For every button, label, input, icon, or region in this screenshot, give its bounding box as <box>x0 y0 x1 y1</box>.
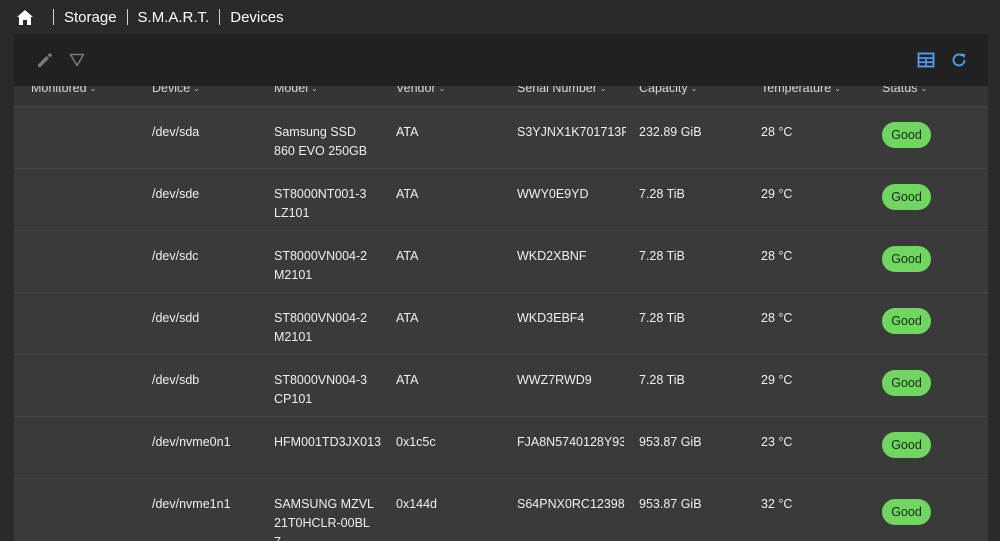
cell-capacity: 7.28 TiB <box>639 187 685 201</box>
cell-capacity: 7.28 TiB <box>639 249 685 263</box>
cell-vendor: ATA <box>396 373 419 387</box>
table-body: /dev/sda Samsung SSD 860 EVO 250GB ATA S… <box>14 107 988 541</box>
breadcrumb-storage[interactable]: Storage <box>64 8 117 26</box>
column-header-serial-number[interactable]: Serial Number ⌄ <box>517 86 607 95</box>
breadcrumb-smart[interactable]: S.M.A.R.T. <box>137 8 210 26</box>
cell-model: Samsung SSD 860 EVO 250GB <box>274 125 368 158</box>
column-header-model[interactable]: Model ⌄ <box>274 86 318 95</box>
cell-serial-number: S3YJNX1K701713R <box>517 125 626 139</box>
cell-capacity: 953.87 GiB <box>639 435 702 449</box>
cell-device: /dev/sde <box>152 187 200 201</box>
cell-device: /dev/nvme0n1 <box>152 435 231 449</box>
sort-icon: ⌄ <box>599 86 607 94</box>
sort-icon: ⌄ <box>89 86 97 94</box>
cell-temperature: 32 °C <box>761 497 793 511</box>
status-badge: Good <box>882 308 931 334</box>
column-header-capacity[interactable]: Capacity ⌄ <box>639 86 698 95</box>
cell-serial-number: WWY0E9YD <box>517 187 589 201</box>
status-badge: Good <box>882 370 931 396</box>
cell-vendor: ATA <box>396 311 419 325</box>
cell-serial-number: WKD2XBNF <box>517 249 587 263</box>
cell-serial-number: FJA8N5740128Y93 <box>517 435 624 449</box>
table-row[interactable]: /dev/sdd ST8000VN004-2M2101 ATA WKD3EBF4… <box>14 293 988 355</box>
cell-temperature: 29 °C <box>761 187 793 201</box>
status-badge: Good <box>882 499 931 525</box>
sort-icon: ⌄ <box>920 86 928 94</box>
cell-capacity: 7.28 TiB <box>639 373 685 387</box>
filter-icon[interactable] <box>66 49 88 71</box>
column-header-temperature[interactable]: Temperature ⌄ <box>761 86 841 95</box>
breadcrumb-separator <box>219 9 221 25</box>
cell-model: ST8000VN004-2M2101 <box>274 249 368 282</box>
breadcrumb: Storage S.M.A.R.T. Devices <box>0 0 1000 34</box>
cell-model: ST8000NT001-3LZ101 <box>274 187 367 220</box>
sort-icon: ⌄ <box>311 86 318 94</box>
toolbar-right-actions <box>904 49 970 71</box>
cell-capacity: 953.87 GiB <box>639 497 702 511</box>
table-header: Monitored ⌄ Device ⌄ Model ⌄ Vendor ⌄ Serial… <box>14 86 988 107</box>
cell-vendor: 0x1c5c <box>396 435 436 449</box>
cell-model: ST8000VN004-2M2101 <box>274 311 368 344</box>
cell-device: /dev/nvme1n1 <box>152 497 231 511</box>
table-row[interactable]: /dev/nvme0n1 HFM001TD3JX013N 0x1c5c FJA8… <box>14 417 988 479</box>
breadcrumb-devices: Devices <box>230 8 284 26</box>
cell-temperature: 28 °C <box>761 249 793 263</box>
cell-capacity: 7.28 TiB <box>639 311 685 325</box>
cell-vendor: ATA <box>396 187 419 201</box>
cell-vendor: ATA <box>396 125 419 139</box>
pencil-icon[interactable] <box>34 49 56 71</box>
column-header-device[interactable]: Device ⌄ <box>152 86 200 95</box>
table-row[interactable]: /dev/sdc ST8000VN004-2M2101 ATA WKD2XBNF… <box>14 231 988 293</box>
column-header-monitored[interactable]: Monitored ⌄ <box>31 86 97 95</box>
cell-serial-number: S64PNX0RC12398 <box>517 497 625 511</box>
table-row[interactable]: /dev/sde ST8000NT001-3LZ101 ATA WWY0E9YD… <box>14 169 988 231</box>
breadcrumb-separator <box>126 9 128 25</box>
cell-capacity: 232.89 GiB <box>639 125 702 139</box>
cell-vendor: 0x144d <box>396 497 438 511</box>
table-columns-icon[interactable] <box>915 49 937 71</box>
cell-model: ST8000VN004-3CP101 <box>274 373 368 406</box>
table-row[interactable]: /dev/nvme1n1 SAMSUNG MZVL21T0HCLR-00BL7 … <box>14 479 988 541</box>
breadcrumb-separator <box>53 9 54 25</box>
sort-icon: ⌄ <box>834 86 841 94</box>
cell-device: /dev/sdd <box>152 311 200 325</box>
column-header-status[interactable]: Status ⌄ <box>882 86 928 95</box>
table-row[interactable]: /dev/sda Samsung SSD 860 EVO 250GB ATA S… <box>14 107 988 169</box>
sort-icon: ⌄ <box>438 86 446 94</box>
status-badge: Good <box>882 184 931 210</box>
home-icon[interactable] <box>15 7 35 27</box>
table-row[interactable]: /dev/sdb ST8000VN004-3CP101 ATA WWZ7RWD9… <box>14 355 988 417</box>
sort-icon: ⌄ <box>193 86 200 94</box>
status-badge: Good <box>882 122 931 148</box>
cell-temperature: 29 °C <box>761 373 793 387</box>
cell-temperature: 28 °C <box>761 311 793 325</box>
column-header-vendor[interactable]: Vendor ⌄ <box>396 86 446 95</box>
cell-temperature: 23 °C <box>761 435 793 449</box>
refresh-icon[interactable] <box>948 49 970 71</box>
cell-device: /dev/sdb <box>152 373 200 387</box>
status-badge: Good <box>882 246 931 272</box>
cell-vendor: ATA <box>396 249 419 263</box>
toolbar <box>14 34 988 86</box>
cell-serial-number: WWZ7RWD9 <box>517 373 592 387</box>
cell-serial-number: WKD3EBF4 <box>517 311 585 325</box>
cell-temperature: 28 °C <box>761 125 793 139</box>
cell-device: /dev/sdc <box>152 249 199 263</box>
cell-device: /dev/sda <box>152 125 200 139</box>
devices-panel: Monitored ⌄ Device ⌄ Model ⌄ Vendor ⌄ Serial… <box>14 34 988 541</box>
cell-model: SAMSUNG MZVL21T0HCLR-00BL7 <box>274 497 374 541</box>
status-badge: Good <box>882 432 931 458</box>
sort-icon: ⌄ <box>690 86 698 94</box>
cell-model: HFM001TD3JX013N <box>274 435 381 449</box>
